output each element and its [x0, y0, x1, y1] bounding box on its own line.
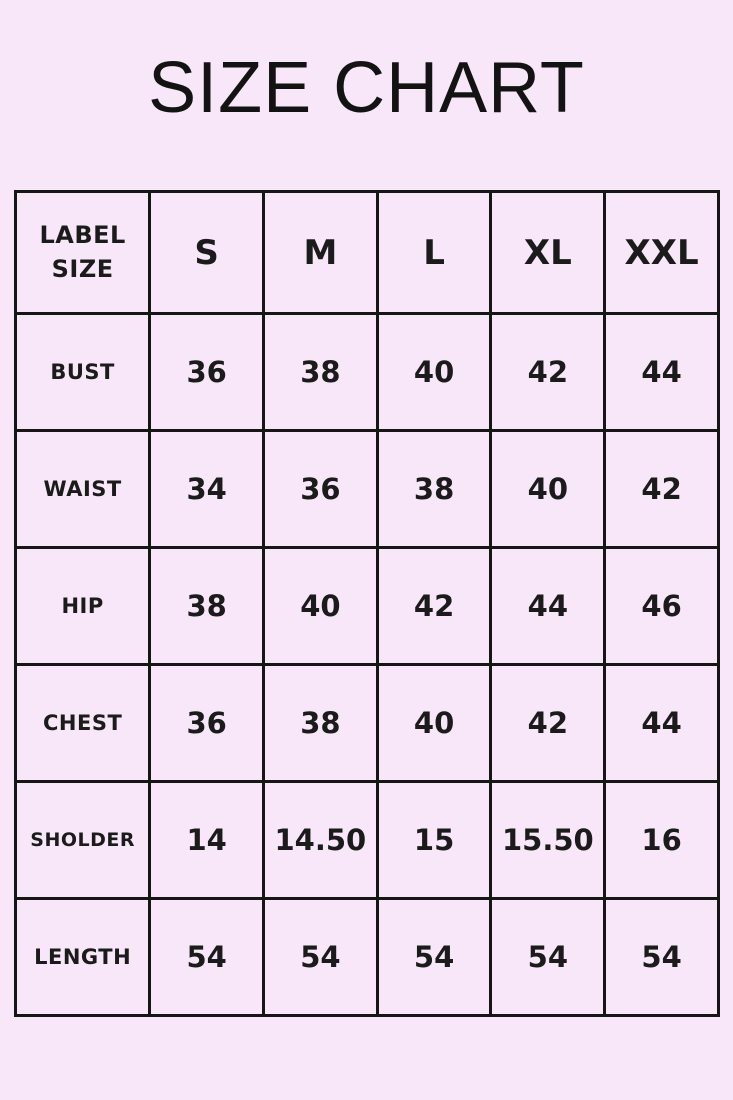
- row-label-waist: WAIST: [13, 429, 152, 549]
- column-header-xl: XL: [489, 190, 607, 315]
- table-cell: 40: [375, 312, 493, 432]
- size-chart-table: LABEL SIZE S M L XL XXL BUST 36 38 40 42…: [13, 190, 720, 1017]
- table-row-waist: WAIST 34 36 38 40 42: [13, 429, 720, 549]
- table-cell: 54: [375, 897, 493, 1017]
- column-header-xxl: XXL: [603, 190, 720, 315]
- table-cell: 36: [148, 312, 265, 432]
- table-row-length: LENGTH 54 54 54 54 54: [13, 897, 720, 1017]
- table-cell: 54: [148, 897, 265, 1017]
- table-cell: 42: [375, 546, 493, 666]
- row-label-bust: BUST: [13, 312, 152, 432]
- row-label-length: LENGTH: [13, 897, 152, 1017]
- table-cell: 16: [603, 780, 720, 900]
- column-header-s: S: [148, 190, 265, 315]
- table-cell: 15: [375, 780, 493, 900]
- column-header-m: M: [262, 190, 379, 315]
- column-header-label-size: LABEL SIZE: [13, 190, 152, 315]
- column-header-l: L: [375, 190, 493, 315]
- row-label-hip: HIP: [13, 546, 152, 666]
- table-cell: 42: [603, 429, 720, 549]
- table-row-bust: BUST 36 38 40 42 44: [13, 312, 720, 432]
- table-cell: 38: [262, 663, 379, 783]
- table-cell: 54: [489, 897, 607, 1017]
- table-cell: 34: [148, 429, 265, 549]
- table-row-chest: CHEST 36 38 40 42 44: [13, 663, 720, 783]
- table-cell: 38: [148, 546, 265, 666]
- table-cell: 42: [489, 312, 607, 432]
- table-cell: 40: [489, 429, 607, 549]
- table-cell: 15.50: [489, 780, 607, 900]
- table-cell: 14.50: [262, 780, 379, 900]
- table-cell: 42: [489, 663, 607, 783]
- table-cell: 40: [375, 663, 493, 783]
- table-cell: 38: [262, 312, 379, 432]
- table-cell: 46: [603, 546, 720, 666]
- page-title: SIZE CHART: [148, 48, 585, 128]
- table-cell: 14: [148, 780, 265, 900]
- table-cell: 54: [603, 897, 720, 1017]
- table-row-sholder: SHOLDER 14 14.50 15 15.50 16: [13, 780, 720, 900]
- table-cell: 44: [603, 663, 720, 783]
- table-cell: 54: [262, 897, 379, 1017]
- table-header-row: LABEL SIZE S M L XL XXL: [13, 190, 720, 315]
- table-row-hip: HIP 38 40 42 44 46: [13, 546, 720, 666]
- table-cell: 38: [375, 429, 493, 549]
- table-cell: 36: [262, 429, 379, 549]
- table-cell: 40: [262, 546, 379, 666]
- table-cell: 36: [148, 663, 265, 783]
- row-label-sholder: SHOLDER: [13, 780, 152, 900]
- row-label-chest: CHEST: [13, 663, 152, 783]
- table-cell: 44: [603, 312, 720, 432]
- table-cell: 44: [489, 546, 607, 666]
